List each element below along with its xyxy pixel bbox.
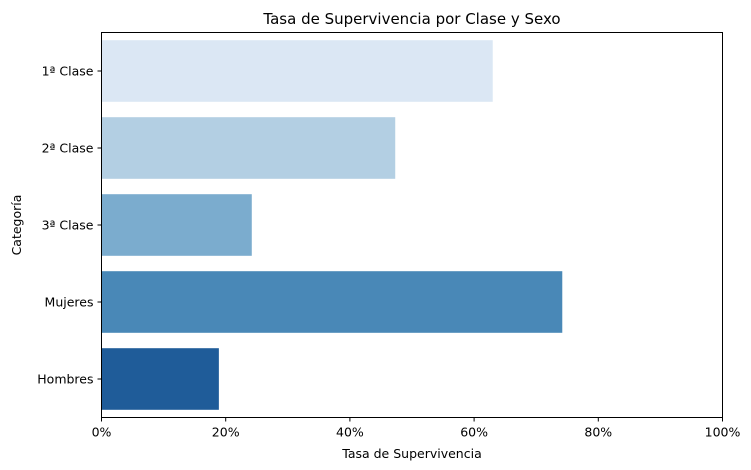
x-tick-label-5: 100% — [705, 425, 741, 440]
y-tick-label-4: Hombres — [37, 372, 93, 387]
chart-title: Tasa de Supervivencia por Clase y Sexo — [262, 10, 560, 28]
y-axis-ticks: 1ª Clase 2ª Clase 3ª Clase Mujeres Hombres — [37, 64, 102, 387]
x-axis-ticks: 0% 20% 40% 60% 80% 100% — [92, 417, 741, 440]
bar-0 — [101, 40, 493, 102]
bar-4 — [101, 348, 219, 410]
x-tick-label-2: 40% — [336, 425, 364, 440]
y-tick-label-1: 2ª Clase — [42, 141, 94, 156]
bars-group — [101, 40, 563, 410]
y-tick-label-3: Mujeres — [45, 295, 94, 310]
y-tick-label-0: 1ª Clase — [42, 64, 94, 79]
plot-frame — [101, 32, 723, 418]
y-tick-label-2: 3ª Clase — [42, 218, 94, 233]
bar-2 — [101, 194, 252, 256]
x-tick-label-4: 80% — [584, 425, 612, 440]
x-tick-label-0: 0% — [92, 425, 112, 440]
bar-1 — [101, 117, 396, 179]
x-tick-label-1: 20% — [212, 425, 240, 440]
bar-3 — [101, 271, 563, 333]
y-axis-label: Categoría — [9, 195, 24, 256]
x-tick-label-3: 60% — [460, 425, 488, 440]
x-axis-label: Tasa de Supervivencia — [341, 446, 481, 461]
